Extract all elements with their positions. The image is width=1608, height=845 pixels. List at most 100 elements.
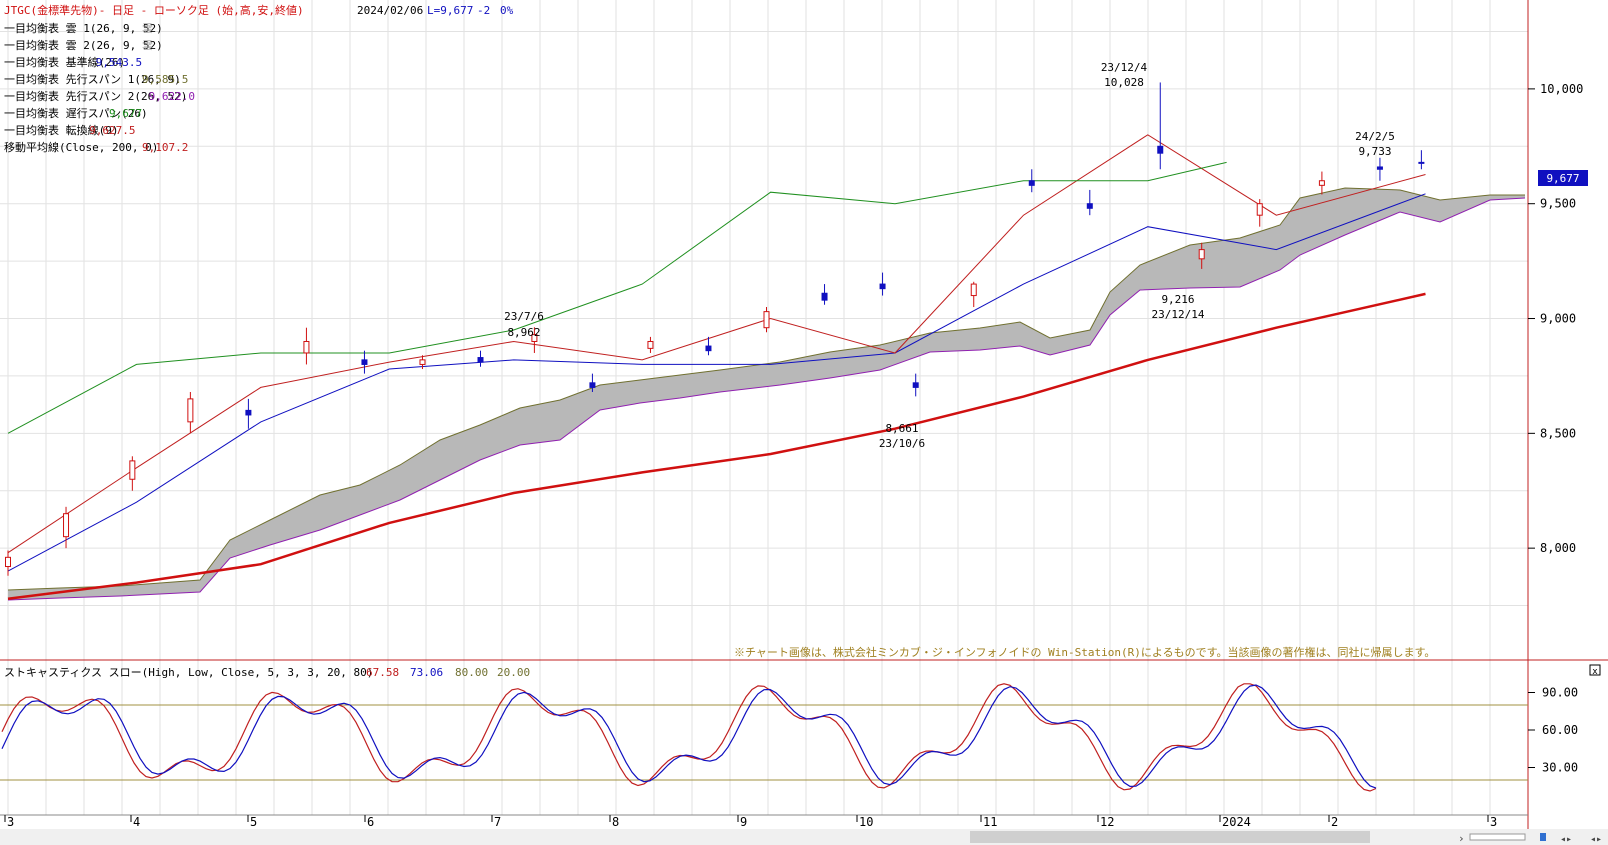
annotation-date: 23/12/4 xyxy=(1101,61,1148,74)
ma200-line xyxy=(7,292,1426,600)
candle-body xyxy=(419,359,426,365)
candle-body xyxy=(705,345,712,352)
stoch-title: ストキャスティクス スロー(High, Low, Close, 5, 3, 3,… xyxy=(4,666,373,679)
annotation-23-10-6: 8,661 23/10/6 xyxy=(879,422,925,450)
candle-body xyxy=(303,340,310,354)
legend-label: 一目均衡表 先行スパン 2(26, 52) xyxy=(4,89,187,103)
time-tick-label: 4 xyxy=(133,815,140,829)
candle-body xyxy=(1318,180,1325,186)
annotation-date: 24/2/5 xyxy=(1355,130,1395,143)
last-price: L=9,677 xyxy=(427,4,473,17)
zoom-in-icon[interactable]: ◂▸ xyxy=(1590,834,1602,845)
time-tick-label: 11 xyxy=(983,815,997,829)
legend-label: 一目均衡表 雲 1(26, 9, 52) xyxy=(4,21,163,35)
chart-date: 2024/02/06 xyxy=(357,4,423,17)
stoch-tick-label: 30.00 xyxy=(1542,761,1578,775)
zoom-slider[interactable] xyxy=(1469,833,1526,841)
last-price-tag-label: 9,677 xyxy=(1546,172,1579,185)
price-tick-label: 9,500 xyxy=(1540,197,1576,211)
kijun-line xyxy=(7,193,1426,572)
candle-body xyxy=(1418,161,1425,164)
candle-body xyxy=(1198,249,1205,260)
candle-body xyxy=(1256,203,1263,216)
candle-body xyxy=(589,382,596,388)
price-tick-label: 8,500 xyxy=(1540,426,1576,440)
time-tick-label: 10 xyxy=(859,815,873,829)
candle-body xyxy=(1376,166,1383,170)
candle-body xyxy=(1086,203,1093,209)
candle-body xyxy=(361,359,368,365)
time-tick-label: 3 xyxy=(1490,815,1497,829)
annotation-date: 23/7/6 xyxy=(504,310,544,323)
time-tick-label: 2024 xyxy=(1222,815,1251,829)
stoch-k-value: 67.58 xyxy=(366,666,399,679)
senkou-span-1-line xyxy=(7,187,1525,591)
time-tick-label: 9 xyxy=(740,815,747,829)
annotation-23-12-4: 23/12/4 10,028 xyxy=(1101,61,1148,89)
candle-body xyxy=(763,311,770,329)
stoch-k-line xyxy=(1,683,1377,792)
stoch-d-value: 73.06 xyxy=(410,666,443,679)
zoom-out-icon[interactable]: ◂▸ xyxy=(1560,834,1572,845)
time-tick-label: 3 xyxy=(7,815,14,829)
annotation-value: 8,962 xyxy=(507,326,540,339)
candle-body xyxy=(477,357,484,363)
time-tick-label: 2 xyxy=(1331,815,1338,829)
price-axis: 10,000 9,500 9,000 8,500 8,000 xyxy=(1528,82,1583,555)
indicator-lines xyxy=(7,134,1426,600)
time-tick-label: 5 xyxy=(250,815,257,829)
annotation-23-7-6: 23/7/6 8,962 xyxy=(504,310,544,339)
legend-label: 一目均衡表 転換線(9) xyxy=(4,123,119,137)
candle-body xyxy=(970,283,977,297)
annotation-value: 9,216 xyxy=(1161,293,1194,306)
zoom-slider-handle[interactable] xyxy=(1540,833,1546,841)
legend-value: 雲 xyxy=(142,39,153,52)
candle-body xyxy=(5,556,11,568)
legend-value: 9,622.0 xyxy=(149,90,195,103)
chart-title: JTGC(金標準先物)- 日足 - ローソク足 (始,高,安,終値) xyxy=(4,3,304,17)
legend-label: 一目均衡表 基準線(26) xyxy=(4,55,125,69)
annotation-date: 23/10/6 xyxy=(879,437,925,450)
legend-label: 一目均衡表 遅行スパン(26) xyxy=(4,106,148,120)
senkou-span-2-line xyxy=(7,197,1526,601)
candle-body xyxy=(647,340,654,349)
legend-label: 移動平均線(Close, 200, 0) xyxy=(4,140,158,154)
candle-body xyxy=(821,292,828,301)
annotation-24-2-5: 24/2/5 9,733 xyxy=(1355,130,1395,158)
legend-value: 9,677 xyxy=(109,107,142,120)
price-tick-label: 8,000 xyxy=(1540,541,1576,555)
stoch-tick-label: 60.00 xyxy=(1542,723,1578,737)
time-tick-label: 7 xyxy=(494,815,501,829)
time-tick-label: 6 xyxy=(367,815,374,829)
candle-body xyxy=(879,283,886,290)
legend-value: 9,543.5 xyxy=(96,56,142,69)
candle-body xyxy=(187,398,194,423)
last-price-tag xyxy=(1538,170,1588,186)
annotation-value: 8,661 xyxy=(885,422,918,435)
close-panel-button[interactable] xyxy=(1589,664,1601,676)
legend-value: 雲 xyxy=(142,22,153,35)
stoch-upper: 80.00 xyxy=(455,666,488,679)
tenkan-line xyxy=(7,134,1426,554)
annotation-23-12-14: 9,216 23/12/14 xyxy=(1152,293,1205,321)
legend-label: 一目均衡表 雲 2(26, 9, 52) xyxy=(4,38,163,52)
legend-value: 9,627.5 xyxy=(89,124,135,137)
price-tick-label: 9,000 xyxy=(1540,312,1576,326)
scrollbar-thumb[interactable] xyxy=(970,831,1370,843)
legend-value: 9,585.5 xyxy=(142,73,188,86)
time-tick-label: 12 xyxy=(1100,815,1114,829)
price-change: -2 xyxy=(477,4,490,17)
scroll-right-icon[interactable]: › xyxy=(1458,832,1465,845)
annotation-value: 9,733 xyxy=(1358,145,1391,158)
legend-label: 一目均衡表 先行スパン 1(26, 9) xyxy=(4,72,181,86)
copyright-notice: ※チャート画像は、株式会社ミンカブ・ジ・インフォノイドの Win-Station… xyxy=(734,645,1435,659)
ichimoku-cloud xyxy=(7,187,1526,601)
stoch-d-line xyxy=(1,684,1377,789)
time-axis: 3 4 5 6 7 8 9 10 11 12 2024 2 3 xyxy=(4,815,1497,829)
time-tick-label: 8 xyxy=(612,815,619,829)
candle-body xyxy=(1157,145,1164,154)
cloud-fill xyxy=(8,188,1525,600)
stoch-tick-label: 90.00 xyxy=(1542,686,1578,700)
candle-body xyxy=(912,382,919,388)
